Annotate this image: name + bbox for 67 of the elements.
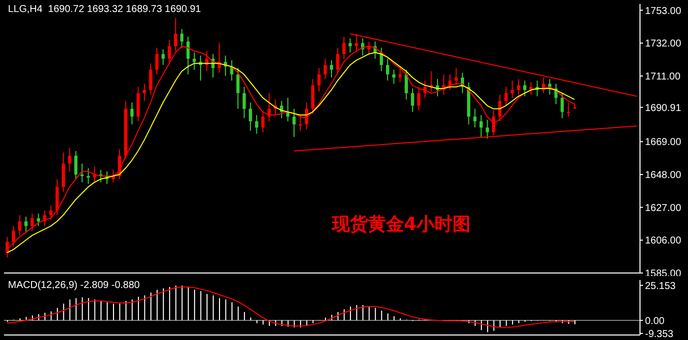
candlestick: [317, 68, 321, 92]
candlestick: [286, 97, 290, 122]
candlestick: [480, 114, 483, 138]
candlestick: [292, 108, 296, 138]
candlestick: [560, 92, 564, 119]
candlestick: [18, 214, 22, 236]
candlestick: [62, 152, 65, 192]
candlestick: [504, 86, 508, 106]
y-tick-label: 1669.00: [645, 137, 682, 148]
candlestick: [410, 88, 414, 112]
candlestick: [242, 86, 246, 119]
candlestick: [86, 168, 90, 184]
y-tick-label: 1711.00: [645, 71, 681, 82]
y-tick-label: 1732.00: [645, 38, 682, 50]
candlestick: [142, 83, 146, 102]
candlestick: [155, 47, 158, 75]
candlestick: [130, 102, 134, 125]
candlestick: [162, 48, 165, 66]
candlestick: [486, 119, 489, 139]
candlestick: [566, 102, 570, 118]
candlestick: [43, 210, 46, 227]
candlestick: [298, 114, 302, 132]
candlestick: [136, 86, 140, 122]
candlestick: [24, 216, 28, 233]
candlestick: [74, 150, 78, 180]
candlestick: [398, 68, 402, 83]
candlestick: [80, 163, 84, 183]
candlestick: [149, 62, 152, 96]
y-tick-label: 1648.00: [645, 170, 682, 182]
y-tick-label: 25.153: [645, 280, 676, 292]
candlestick: [454, 68, 458, 86]
candlestick: [348, 38, 352, 53]
candlestick: [361, 38, 364, 56]
candlestick: [56, 178, 59, 216]
candlestick: [180, 28, 184, 48]
candlestick: [205, 50, 208, 72]
candlestick: [392, 69, 396, 84]
candlestick: [261, 110, 264, 133]
y-tick-label: 1627.00: [645, 202, 682, 214]
candlestick: [417, 86, 420, 111]
candlestick: [311, 78, 314, 114]
candlestick: [236, 68, 240, 110]
candlestick: [68, 147, 72, 172]
candlestick: [230, 60, 234, 82]
candlestick: [36, 213, 40, 227]
annotation: 现货黄金4小时图: [332, 213, 471, 236]
candlestick: [473, 108, 476, 128]
y-tick-label: 1753.00: [645, 6, 682, 17]
candlestick: [255, 114, 258, 134]
candlestick: [49, 205, 52, 220]
y-tick-label: 1690.91: [645, 102, 682, 114]
y-tick-label: 1606.00: [645, 236, 682, 247]
y-tick-label: -9.353: [645, 328, 674, 340]
chart-title: LLG,H4 1690.72 1693.32 1689.73 1690.91: [8, 4, 201, 15]
chart-title: MACD(12,26,9) -2.809 -0.880: [8, 280, 140, 291]
candlestick: [386, 58, 390, 82]
candlestick: [404, 69, 408, 100]
candlestick: [510, 80, 514, 98]
candlestick: [523, 80, 526, 97]
candlestick: [192, 52, 196, 70]
candlestick: [248, 102, 252, 132]
candlestick: [516, 78, 520, 96]
y-tick-label: 0.00: [645, 316, 665, 327]
candlestick: [324, 58, 327, 80]
candlestick: [342, 36, 346, 60]
candlestick: [330, 60, 334, 78]
candlestick: [30, 213, 34, 232]
